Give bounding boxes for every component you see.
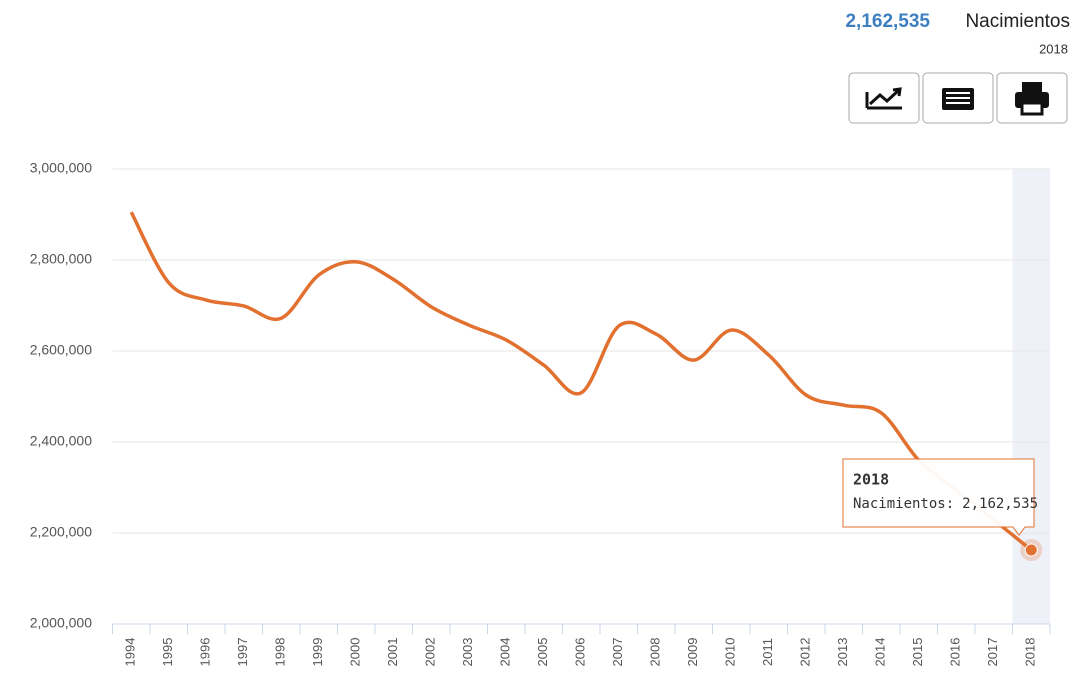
x-tick-label: 1996: [198, 638, 213, 667]
x-tick-label: 1999: [310, 638, 325, 667]
tooltip-box: [842, 458, 1035, 536]
x-tick-label: 1997: [235, 638, 250, 667]
x-tick-label: 2013: [835, 638, 850, 667]
x-tick-label: 2004: [498, 638, 513, 667]
y-tick-label: 2,400,000: [30, 433, 92, 449]
tooltip-value: 2,162,535: [962, 496, 1038, 512]
x-tick-label: 2007: [610, 638, 625, 667]
x-tick-label: 2005: [535, 638, 550, 667]
x-tick-label: 2017: [985, 638, 1000, 667]
header-year: 2018: [1039, 41, 1068, 56]
x-tick-label: 2009: [685, 638, 700, 667]
x-tick-label: 2014: [873, 638, 888, 667]
tooltip-label: Nacimientos:: [853, 496, 954, 512]
y-tick-label: 2,600,000: [30, 342, 92, 358]
chart-button[interactable]: [848, 72, 920, 124]
x-tick-label: 2012: [798, 638, 813, 667]
table-button[interactable]: [922, 72, 994, 124]
print-button[interactable]: [996, 72, 1068, 124]
y-tick-label: 2,200,000: [30, 524, 92, 540]
x-tick-label: 2011: [760, 638, 775, 666]
y-tick-label: 2,000,000: [30, 615, 92, 631]
tooltip-text: Nacimientos: 2,162,535: [853, 496, 1038, 512]
x-tick-label: 1998: [273, 638, 288, 667]
x-tick-label: 2006: [573, 638, 588, 667]
y-tick-label: 3,000,000: [30, 160, 92, 176]
x-tick-label: 2002: [423, 638, 438, 667]
point: [1024, 543, 1038, 557]
x-tick-label: 1995: [160, 638, 175, 667]
y-tick-label: 2,800,000: [30, 251, 92, 267]
x-tick-label: 2016: [948, 638, 963, 667]
x-tick-label: 2001: [385, 638, 400, 667]
x-tick-label: 1994: [123, 638, 138, 667]
line: [129, 211, 1033, 552]
tooltip: 2018 Nacimientos: 2,162,535: [842, 458, 1038, 536]
x-tick-label: 2018: [1023, 638, 1038, 667]
x-tick-label: 2015: [910, 638, 925, 667]
x-tick-label: 2000: [348, 638, 363, 667]
tooltip-title: 2018: [853, 471, 889, 489]
header-label: Nacimientos: [965, 11, 1070, 32]
x-tick-label: 2008: [648, 638, 663, 667]
x-tick-label: 2010: [723, 638, 738, 667]
x-tick-label: 2003: [460, 638, 475, 667]
header-value: 2,162,535: [845, 11, 930, 32]
